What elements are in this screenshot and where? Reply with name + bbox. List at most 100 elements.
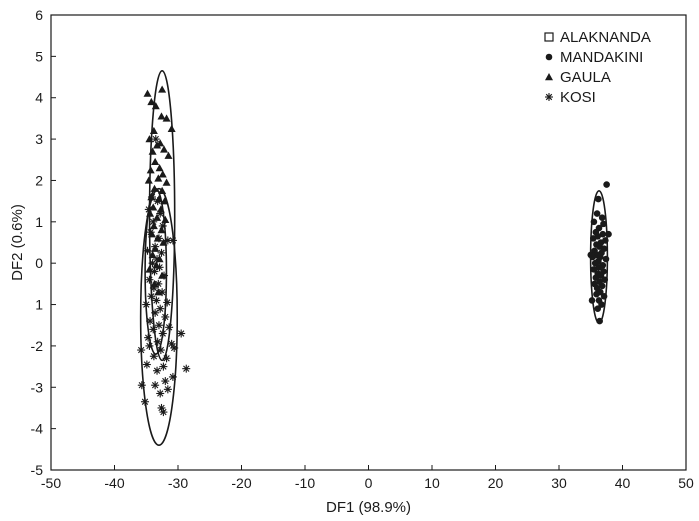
legend-marker-gaula <box>545 73 553 81</box>
data-point-kosi <box>160 271 169 280</box>
data-point-kosi <box>151 135 160 144</box>
data-point-gaula <box>167 124 176 132</box>
legend-label: MANDAKINI <box>560 49 643 66</box>
data-point-mandakini <box>598 282 606 290</box>
data-point-gaula <box>144 176 153 184</box>
data-point-gaula <box>164 151 173 159</box>
data-point-gaula <box>149 203 158 211</box>
data-point-gaula <box>151 102 160 110</box>
x-tick-label: -40 <box>104 475 124 491</box>
data-point-gaula <box>149 126 158 135</box>
x-tick-label: 10 <box>424 475 440 491</box>
y-tick-label: 1 <box>35 214 43 230</box>
data-point-kosi <box>156 209 165 218</box>
data-point-gaula <box>158 85 167 93</box>
data-point-kosi <box>159 408 168 417</box>
data-point-mandakini <box>587 251 595 259</box>
data-point-kosi <box>152 296 161 305</box>
data-point-mandakini <box>598 214 606 221</box>
x-tick-label: -20 <box>231 475 251 491</box>
data-point-kosi <box>153 197 162 206</box>
confidence-ellipses <box>139 70 609 446</box>
data-point-kosi <box>158 221 167 230</box>
y-axis-title: DF2 (0.6%) <box>9 204 26 281</box>
data-point-kosi <box>161 312 170 321</box>
data-point-gaula <box>154 174 163 182</box>
data-point-mandakini <box>589 235 597 242</box>
data-point-kosi <box>158 288 167 297</box>
y-tick-label: 3 <box>35 131 43 147</box>
data-point-kosi <box>156 346 165 355</box>
data-point-mandakini <box>599 230 607 238</box>
legend-item-gaula: GAULA <box>545 69 611 86</box>
y-tick-label: 5 <box>35 48 43 64</box>
data-point-kosi <box>147 292 156 301</box>
data-point-kosi <box>146 228 155 237</box>
data-point-kosi <box>147 193 156 201</box>
data-point-kosi <box>157 248 166 257</box>
data-point-gaula <box>146 166 155 174</box>
data-point-kosi <box>144 205 153 214</box>
data-point-gaula <box>145 265 154 273</box>
data-point-gaula <box>158 170 167 178</box>
legend-label: GAULA <box>560 69 611 86</box>
y-tick-label: -3 <box>31 379 44 395</box>
data-point-kosi <box>168 236 177 245</box>
data-point-kosi <box>151 242 160 251</box>
data-point-kosi <box>154 234 163 243</box>
legend-marker-kosi <box>545 93 553 101</box>
data-point-kosi <box>153 337 162 346</box>
data-point-gaula <box>159 238 168 246</box>
data-point-kosi <box>137 381 146 390</box>
x-tick-label: 50 <box>678 475 694 491</box>
data-point-kosi <box>156 389 165 398</box>
data-point-kosi <box>162 354 171 363</box>
data-point-gaula <box>158 186 167 194</box>
data-point-mandakini <box>603 181 610 188</box>
data-point-mandakini <box>600 220 607 228</box>
data-point-gaula <box>151 157 160 166</box>
x-tick-label: 20 <box>488 475 504 491</box>
data-point-kosi <box>170 343 179 352</box>
x-tick-label: 0 <box>365 475 373 491</box>
data-point-mandakini <box>593 210 601 217</box>
legend: ALAKNANDA MANDAKINI GAULA KOSI <box>544 29 651 106</box>
data-point-kosi <box>142 360 151 369</box>
data-point-mandakini <box>590 218 598 226</box>
data-point-mandakini <box>594 305 602 312</box>
data-point-gaula <box>146 209 155 217</box>
data-point-kosi <box>140 397 149 406</box>
y-tick-label: 0 <box>35 255 43 271</box>
data-point-kosi <box>182 364 191 373</box>
data-point-gaula <box>145 135 154 143</box>
x-axis-title: DF1 (98.9%) <box>326 499 411 516</box>
data-point-kosi <box>167 339 176 348</box>
legend-label: KOSI <box>560 89 596 106</box>
x-tick-label: -10 <box>295 475 315 491</box>
legend-marker-alaknanda <box>544 32 554 42</box>
confidence-ellipse-kosi <box>139 187 179 446</box>
data-point-kosi <box>155 263 164 272</box>
data-point-mandakini <box>593 290 600 298</box>
series-mandakini <box>587 181 612 325</box>
data-point-kosi <box>145 341 154 350</box>
data-point-gaula <box>148 147 157 155</box>
data-point-gaula <box>160 145 169 153</box>
data-point-gaula <box>161 215 170 223</box>
data-point-kosi <box>154 321 163 330</box>
data-point-kosi <box>143 246 152 255</box>
data-point-kosi <box>165 323 174 332</box>
data-point-gaula <box>160 197 169 205</box>
data-point-kosi <box>161 377 170 386</box>
data-points <box>137 85 612 417</box>
y-tick-label: 1 <box>35 297 43 313</box>
y-tick-label: -4 <box>31 421 44 437</box>
legend-item-mandakini: MANDAKINI <box>545 49 643 66</box>
data-point-mandakini <box>596 317 603 325</box>
x-tick-label: 40 <box>615 475 631 491</box>
data-point-kosi <box>149 284 158 292</box>
y-tick-label: 6 <box>35 7 43 23</box>
data-point-kosi <box>137 346 146 355</box>
y-tick-label: 4 <box>35 90 43 106</box>
